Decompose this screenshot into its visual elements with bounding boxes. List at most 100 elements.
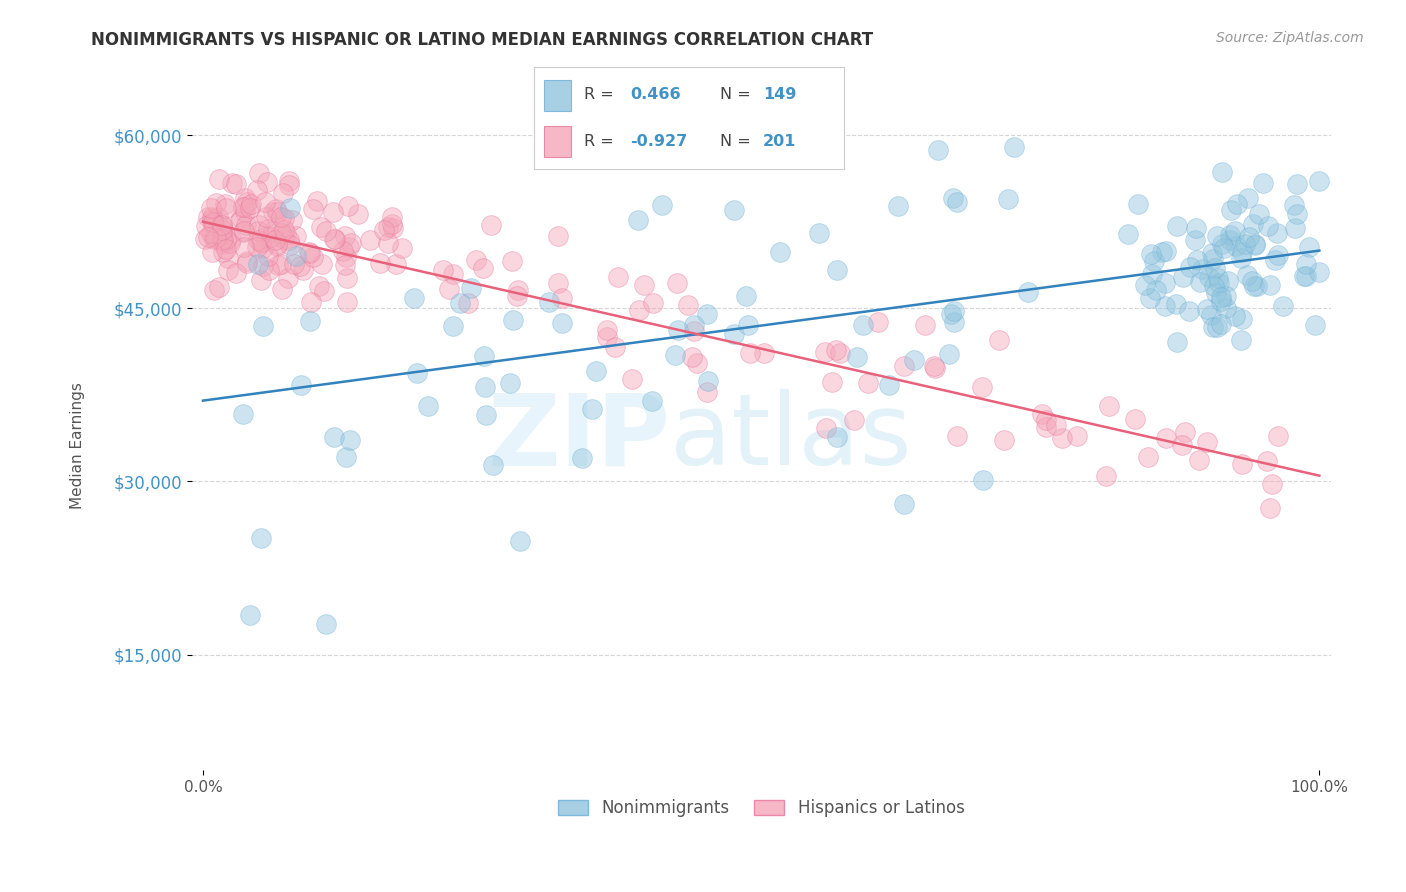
- Point: [232, 225, 254, 239]
- Point: [547, 276, 569, 290]
- Point: [229, 211, 252, 226]
- Text: atlas: atlas: [671, 389, 911, 486]
- Point: [666, 324, 689, 338]
- Point: [1241, 274, 1264, 288]
- Point: [1206, 320, 1229, 334]
- Point: [211, 219, 233, 233]
- Point: [502, 313, 524, 327]
- Point: [596, 322, 619, 336]
- Point: [1230, 245, 1253, 260]
- Point: [1305, 318, 1327, 333]
- Point: [1284, 198, 1306, 212]
- Point: [825, 263, 848, 277]
- Point: [211, 235, 233, 249]
- Point: [1267, 429, 1289, 443]
- Point: [509, 534, 531, 549]
- Point: [1219, 228, 1241, 243]
- Point: [1191, 261, 1213, 276]
- Point: [267, 258, 290, 272]
- Point: [681, 350, 703, 364]
- Point: [471, 260, 494, 275]
- Point: [1116, 227, 1139, 241]
- Point: [735, 288, 758, 302]
- Point: [298, 246, 321, 260]
- Point: [340, 235, 363, 250]
- Point: [302, 202, 325, 216]
- Point: [1236, 268, 1258, 282]
- Point: [1230, 457, 1253, 471]
- Point: [315, 224, 337, 238]
- Point: [845, 350, 868, 364]
- Point: [1232, 312, 1254, 326]
- Point: [927, 143, 949, 157]
- Point: [211, 223, 233, 237]
- Point: [1251, 176, 1274, 190]
- Point: [250, 235, 273, 249]
- Point: [273, 223, 295, 237]
- Point: [333, 228, 356, 243]
- Point: [1154, 244, 1177, 259]
- Point: [821, 376, 844, 390]
- Point: [225, 266, 247, 280]
- Point: [201, 244, 224, 259]
- Point: [291, 262, 314, 277]
- Point: [332, 244, 354, 258]
- Point: [686, 356, 709, 370]
- Point: [1202, 320, 1225, 334]
- Point: [627, 213, 650, 227]
- Point: [868, 315, 890, 329]
- Point: [335, 450, 357, 464]
- FancyBboxPatch shape: [544, 80, 571, 111]
- Point: [257, 263, 280, 277]
- Point: [298, 314, 321, 328]
- Point: [246, 240, 269, 254]
- Point: [1264, 252, 1286, 267]
- Point: [814, 345, 837, 359]
- Point: [499, 376, 522, 390]
- Point: [1205, 286, 1227, 301]
- Point: [1211, 236, 1233, 251]
- Point: [211, 221, 233, 235]
- Point: [382, 221, 405, 235]
- Point: [924, 360, 946, 375]
- Point: [1237, 191, 1260, 205]
- Point: [943, 316, 966, 330]
- Point: [1272, 299, 1295, 313]
- Point: [697, 375, 720, 389]
- Point: [201, 217, 224, 231]
- Point: [322, 204, 344, 219]
- Point: [1265, 227, 1288, 241]
- Point: [232, 224, 254, 238]
- Point: [1184, 233, 1206, 247]
- Point: [271, 282, 294, 296]
- Point: [825, 430, 848, 444]
- Point: [1230, 333, 1253, 347]
- Point: [1017, 285, 1039, 299]
- Point: [336, 295, 359, 310]
- Point: [993, 434, 1015, 448]
- Point: [305, 194, 328, 208]
- Point: [337, 240, 360, 254]
- Point: [432, 263, 454, 277]
- Point: [1171, 438, 1194, 452]
- Point: [247, 166, 270, 180]
- Point: [1308, 174, 1330, 188]
- Point: [1202, 252, 1225, 266]
- Point: [381, 217, 404, 231]
- Point: [247, 218, 270, 232]
- Point: [277, 271, 299, 285]
- Point: [281, 212, 304, 227]
- Point: [194, 232, 217, 246]
- Point: [1308, 265, 1330, 279]
- Point: [1133, 278, 1156, 293]
- Text: R =: R =: [583, 135, 613, 149]
- Point: [551, 291, 574, 305]
- Point: [247, 224, 270, 238]
- Point: [474, 349, 496, 363]
- Point: [1244, 237, 1267, 252]
- Point: [339, 433, 361, 447]
- Point: [252, 319, 274, 334]
- Point: [254, 228, 277, 243]
- Point: [309, 219, 332, 234]
- Point: [298, 244, 321, 259]
